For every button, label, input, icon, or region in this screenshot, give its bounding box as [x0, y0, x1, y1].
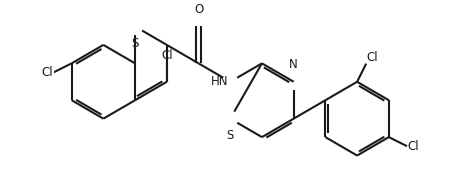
Text: S: S [227, 129, 234, 142]
Text: S: S [131, 37, 139, 50]
Text: Cl: Cl [366, 51, 378, 64]
Text: Cl: Cl [161, 49, 173, 62]
Text: Cl: Cl [407, 140, 419, 153]
Text: N: N [289, 58, 298, 71]
Text: Cl: Cl [42, 66, 53, 79]
Text: O: O [194, 3, 203, 16]
Text: HN: HN [211, 75, 228, 88]
